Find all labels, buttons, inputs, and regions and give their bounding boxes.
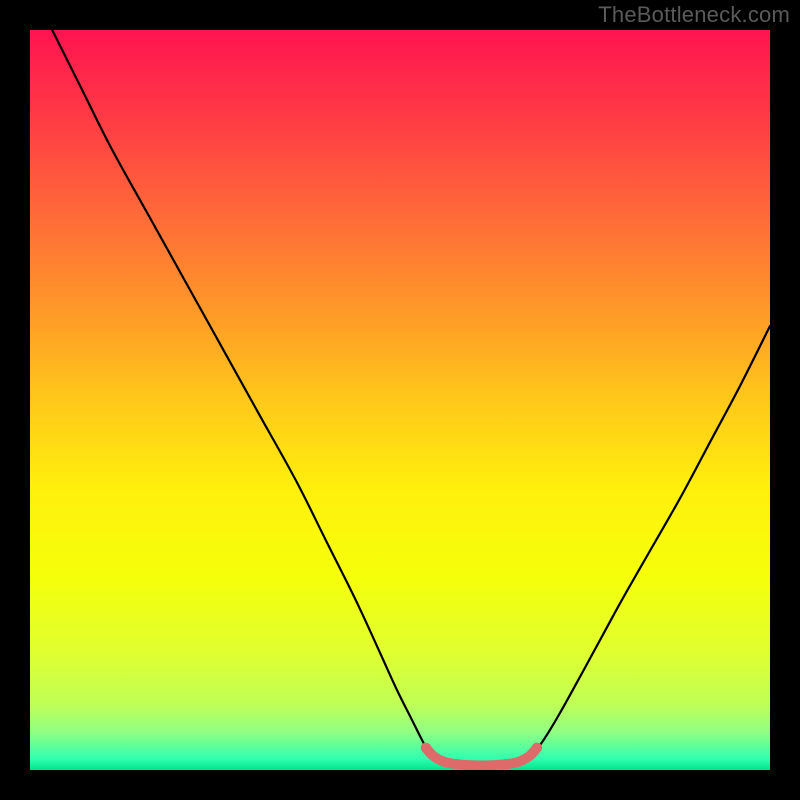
optimal-range-endpoint xyxy=(532,743,542,753)
bottleneck-chart xyxy=(0,0,800,800)
watermark-text: TheBottleneck.com xyxy=(598,2,790,28)
chart-stage: TheBottleneck.com xyxy=(0,0,800,800)
gradient-background xyxy=(30,30,770,770)
optimal-range-endpoint xyxy=(421,743,431,753)
